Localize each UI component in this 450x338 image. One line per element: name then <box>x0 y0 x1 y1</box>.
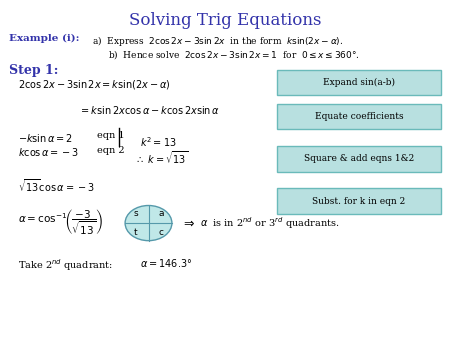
Text: $\Rightarrow$: $\Rightarrow$ <box>181 217 195 230</box>
Text: $k\cos\alpha=-3$: $k\cos\alpha=-3$ <box>18 146 79 158</box>
Text: eqn 2: eqn 2 <box>97 146 124 155</box>
Text: Solving Trig Equations: Solving Trig Equations <box>129 12 321 29</box>
Text: $\therefore\;k=\sqrt{13}$: $\therefore\;k=\sqrt{13}$ <box>135 149 188 166</box>
Text: $\sqrt{13}\cos\alpha=-3$: $\sqrt{13}\cos\alpha=-3$ <box>18 177 94 194</box>
Text: a: a <box>158 209 164 218</box>
Text: $-k\sin\alpha=2$: $-k\sin\alpha=2$ <box>18 132 73 144</box>
Text: a)  Express  $2\cos2x-3\sin2x$  in the form  $k\sin(2x-\alpha)$.: a) Express $2\cos2x-3\sin2x$ in the form… <box>92 34 344 48</box>
Text: $\alpha$  is in 2$^{nd}$ or 3$^{rd}$ quadrants.: $\alpha$ is in 2$^{nd}$ or 3$^{rd}$ quad… <box>200 215 340 231</box>
Text: c: c <box>159 228 164 237</box>
Text: t: t <box>134 228 137 237</box>
Text: Subst. for k in eqn 2: Subst. for k in eqn 2 <box>312 197 405 206</box>
FancyBboxPatch shape <box>277 70 441 95</box>
Text: $k^2=13$: $k^2=13$ <box>140 135 176 149</box>
Text: Take 2$^{nd}$ quadrant:: Take 2$^{nd}$ quadrant: <box>18 257 113 273</box>
FancyBboxPatch shape <box>277 188 441 214</box>
Text: Step 1:: Step 1: <box>9 64 58 77</box>
Text: Expand sin(a-b): Expand sin(a-b) <box>323 78 395 87</box>
Text: Square & add eqns 1&2: Square & add eqns 1&2 <box>304 154 414 163</box>
Text: s: s <box>133 209 138 218</box>
Text: $2\cos2x-3\sin2x=k\sin(2x-\alpha)$: $2\cos2x-3\sin2x=k\sin(2x-\alpha)$ <box>18 78 171 91</box>
Text: $\alpha=\cos^{-1}\!\!\left(\dfrac{-3}{\sqrt{13}}\right)$: $\alpha=\cos^{-1}\!\!\left(\dfrac{-3}{\s… <box>18 208 103 237</box>
Circle shape <box>125 206 172 241</box>
Text: $\alpha=146.3°$: $\alpha=146.3°$ <box>140 257 192 269</box>
Text: Equate coefficients: Equate coefficients <box>315 112 403 121</box>
Text: Example (i):: Example (i): <box>9 34 80 43</box>
Text: eqn 1: eqn 1 <box>97 131 124 140</box>
Text: b)  Hence solve  $2\cos2x-3\sin2x=1$  for  $0\leq x\leq360°$.: b) Hence solve $2\cos2x-3\sin2x=1$ for $… <box>108 48 360 61</box>
Text: $=k\sin2x\cos\alpha-k\cos2x\sin\alpha$: $=k\sin2x\cos\alpha-k\cos2x\sin\alpha$ <box>79 104 220 116</box>
FancyBboxPatch shape <box>277 104 441 129</box>
FancyBboxPatch shape <box>277 146 441 172</box>
